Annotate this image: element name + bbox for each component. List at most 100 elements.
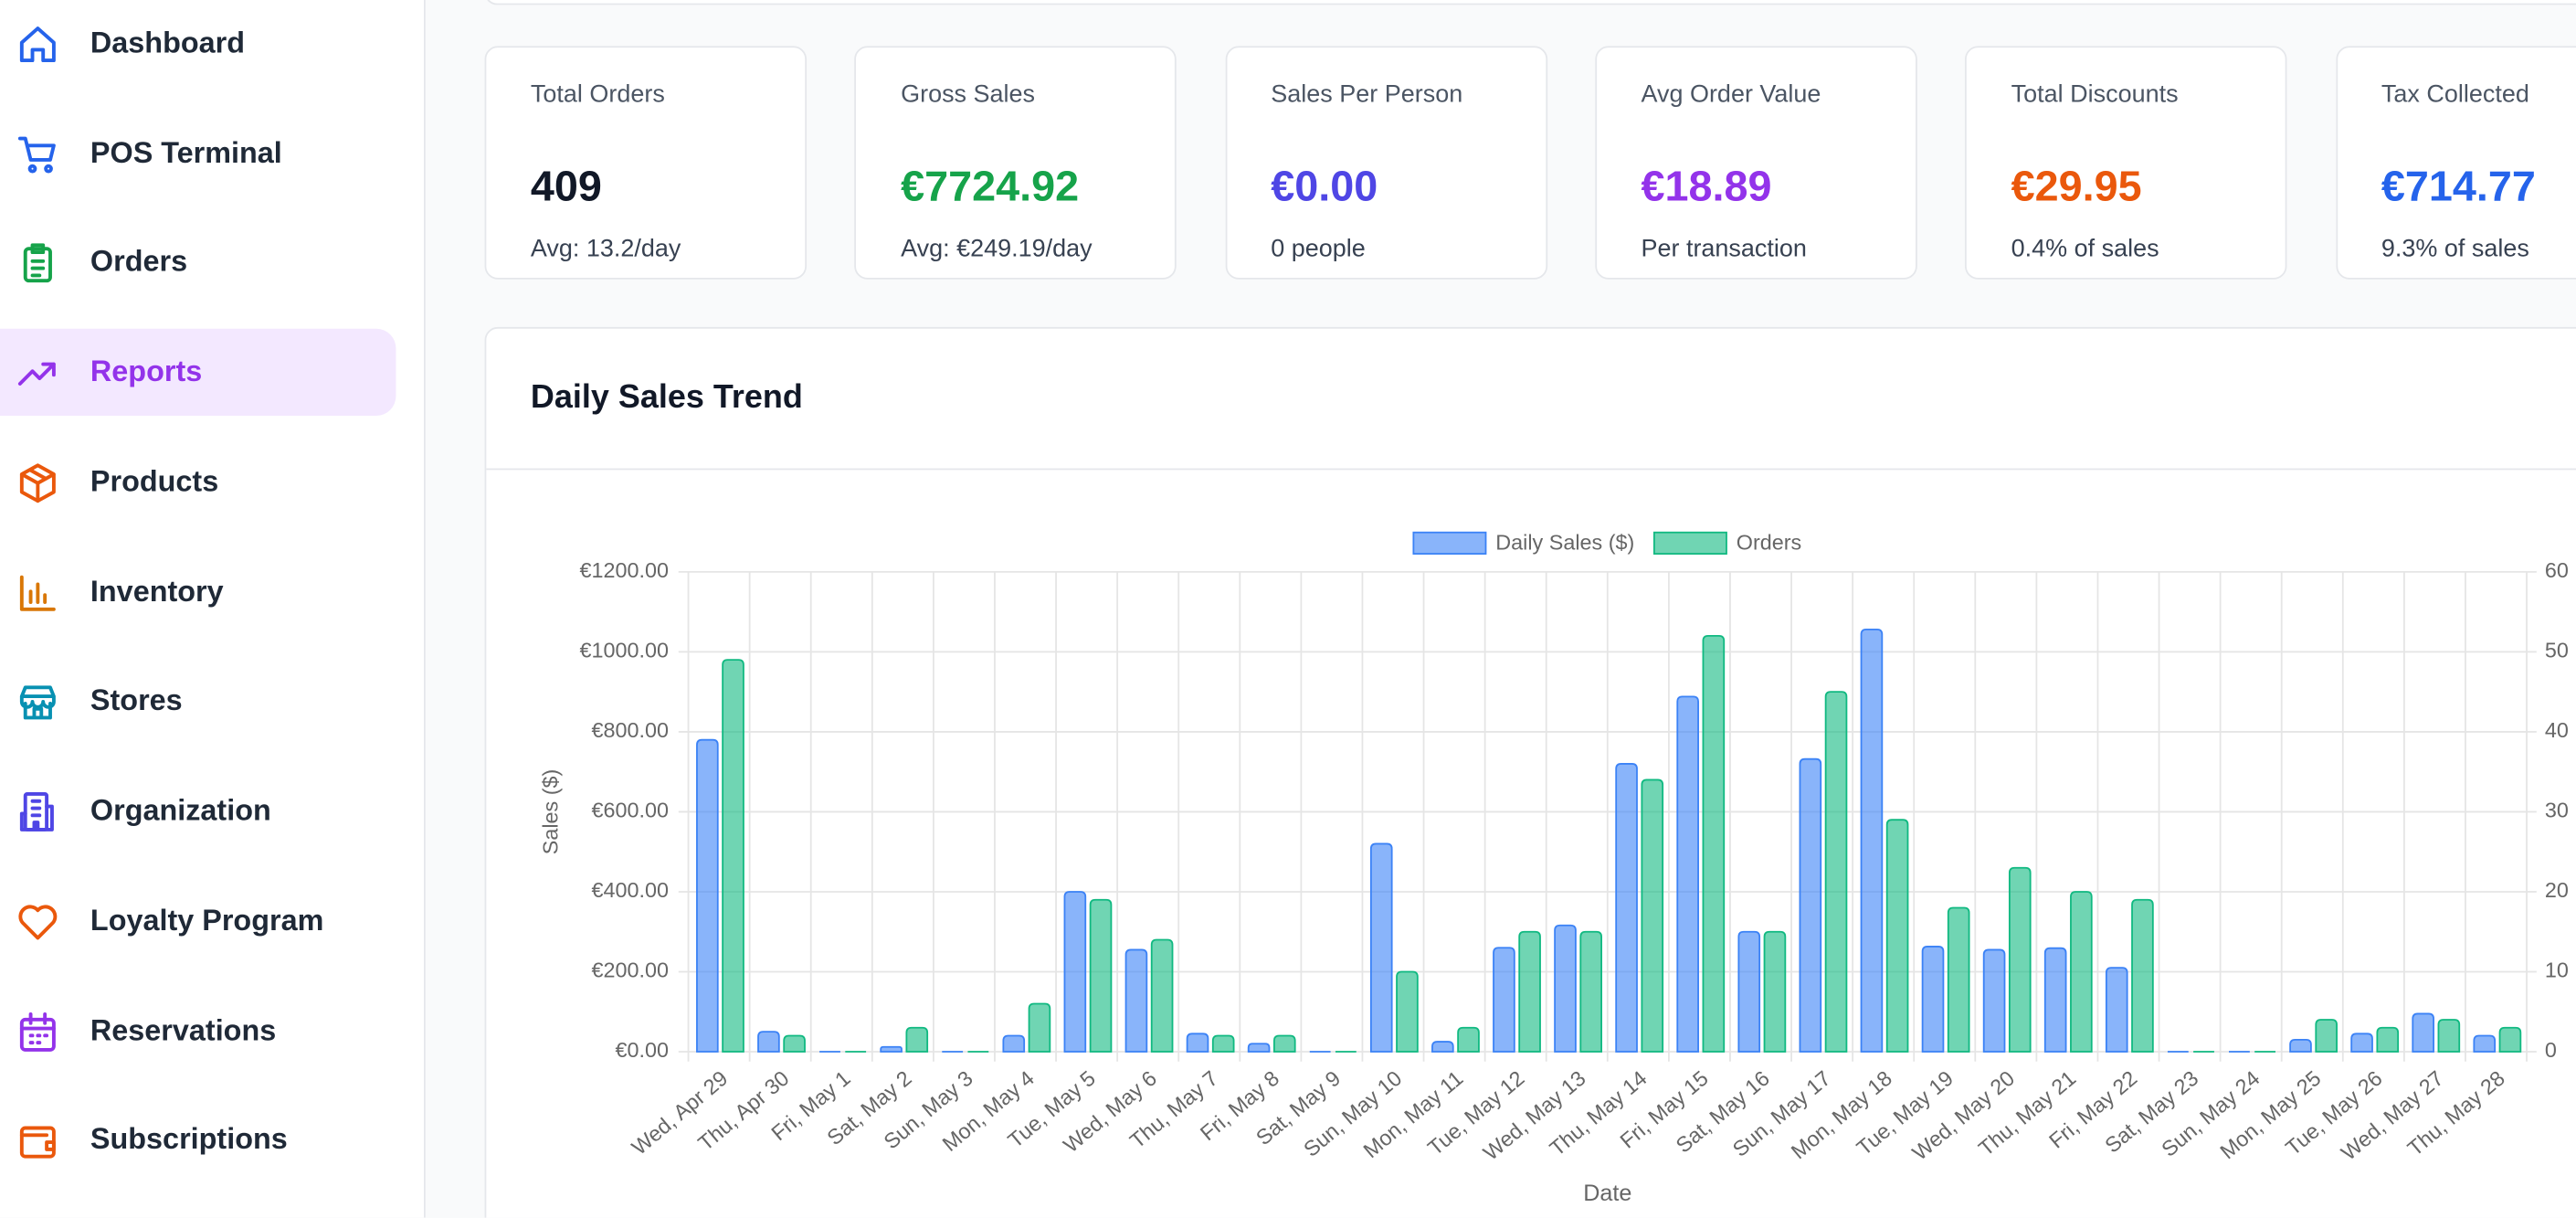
bar — [1431, 1041, 1454, 1053]
y-tick-label: €400.00 — [591, 878, 669, 902]
bar — [2412, 1012, 2434, 1053]
bar — [1702, 634, 1726, 1053]
bar — [2105, 967, 2128, 1053]
x-axis-title: Date — [1583, 1181, 1631, 1206]
bar — [1186, 1033, 1209, 1053]
stat-card: Total Orders 409 Avg: 13.2/day — [484, 46, 808, 280]
y2-tick-label: 20 — [2545, 878, 2569, 902]
bar — [1921, 946, 1945, 1053]
y2-tick-label: 0 — [2545, 1038, 2557, 1062]
bar — [1799, 757, 1822, 1053]
bar — [1150, 938, 1174, 1053]
top-panel — [484, 0, 2576, 5]
y-axis-title: Sales ($) — [538, 769, 562, 855]
legend-label: Daily Sales ($) — [1495, 530, 1634, 554]
bar — [722, 659, 744, 1053]
sidebar: Dashboard POS Terminal Orders Reports Pr… — [0, 0, 426, 1218]
bar — [1089, 898, 1113, 1053]
bar — [2437, 1019, 2461, 1053]
nav-label: Products — [90, 464, 219, 498]
chart-header: Daily Sales Trend — [486, 329, 2576, 471]
y-tick-label: €1200.00 — [579, 558, 669, 582]
nav-item[interactable]: POS Terminal — [0, 110, 396, 196]
bar — [1579, 930, 1602, 1053]
nav-label: Inventory — [90, 575, 224, 609]
nav-item[interactable]: Orders — [0, 218, 396, 305]
bar — [1124, 948, 1148, 1053]
bar — [1063, 891, 1087, 1053]
bar — [757, 1031, 780, 1053]
y-tick-label: €0.00 — [615, 1038, 669, 1062]
bar — [1947, 906, 1970, 1053]
bar — [1554, 924, 1577, 1053]
nav-item[interactable]: Organization — [0, 768, 396, 854]
bar — [1676, 695, 1699, 1053]
y2-tick-label: 10 — [2545, 959, 2569, 982]
nav-label: Subscriptions — [90, 1122, 288, 1156]
nav-label: Dashboard — [90, 26, 246, 59]
bar — [2473, 1034, 2497, 1053]
bar — [1211, 1034, 1235, 1053]
bar — [1641, 778, 1664, 1053]
legend-swatch — [1652, 531, 1727, 555]
bar — [1860, 628, 1884, 1053]
bar — [1737, 930, 1761, 1053]
nav-item[interactable]: Loyalty Program — [0, 877, 396, 964]
bar — [1002, 1034, 1026, 1053]
bar — [2350, 1033, 2373, 1053]
chart-card: Daily Sales Trend €0.00 €200.00 €400.00 €60… — [484, 326, 2576, 1218]
legend-label: Orders — [1737, 530, 1801, 554]
bar — [1885, 819, 1909, 1053]
y-tick-label: €600.00 — [591, 799, 669, 822]
bar — [1982, 948, 2006, 1053]
y-tick-label: €800.00 — [591, 718, 669, 742]
bar — [2008, 866, 2032, 1053]
bar — [2070, 891, 2093, 1053]
bar — [2376, 1026, 2400, 1053]
nav-label: Organization — [90, 793, 271, 827]
y2-tick-label: 60 — [2545, 558, 2569, 582]
nav-item[interactable]: Subscriptions — [0, 1096, 396, 1183]
bar — [1369, 842, 1393, 1053]
y2-tick-label: 30 — [2545, 799, 2569, 822]
bar — [1028, 1002, 1051, 1053]
bar — [905, 1026, 929, 1053]
bar — [880, 1045, 903, 1053]
y-tick-label: €1000.00 — [579, 639, 669, 662]
stat-card: Gross Sales €7724.92 Avg: €249.19/day — [854, 46, 1177, 280]
y2-tick-label: 50 — [2545, 639, 2569, 662]
bar — [1518, 930, 1541, 1053]
nav-item[interactable]: Dashboard — [0, 0, 396, 87]
y2-tick-label: 40 — [2545, 718, 2569, 742]
nav-item[interactable]: Products — [0, 439, 396, 525]
legend-swatch — [1412, 531, 1487, 555]
y-tick-label: €200.00 — [591, 959, 669, 982]
stat-card: Sales Per Person €0.00 0 people — [1224, 46, 1547, 280]
bar — [2289, 1038, 2312, 1053]
nav-label: Reports — [90, 355, 203, 388]
bar — [2498, 1026, 2522, 1053]
nav-item[interactable]: Inventory — [0, 549, 396, 636]
bar — [1763, 930, 1787, 1053]
stat-card: Avg Order Value €18.89 Per transaction — [1595, 46, 1917, 280]
bar — [1247, 1043, 1271, 1053]
bar — [1615, 763, 1638, 1053]
bar — [1457, 1026, 1480, 1053]
nav-label: POS Terminal — [90, 136, 282, 170]
bar — [2131, 898, 2154, 1053]
bar — [2315, 1019, 2338, 1053]
nav-item[interactable]: Reservations — [0, 988, 396, 1075]
nav-label: Stores — [90, 683, 183, 717]
bar — [1824, 691, 1848, 1053]
nav-item[interactable]: Stores — [0, 657, 396, 744]
stat-card: Tax Collected €714.77 9.3% of sales — [2335, 46, 2576, 280]
bar — [1493, 947, 1515, 1053]
chart: €0.00 €200.00 €400.00 €600.00 €800.00 €1000.0… — [538, 530, 2569, 1206]
bar — [1396, 970, 1419, 1053]
nav-item[interactable]: Reports — [0, 328, 396, 417]
bar — [696, 738, 719, 1053]
nav-label: Orders — [90, 244, 188, 278]
stat-card: Total Discounts €29.95 0.4% of sales — [1965, 46, 2287, 280]
chart-title: Daily Sales Trend — [530, 379, 803, 417]
